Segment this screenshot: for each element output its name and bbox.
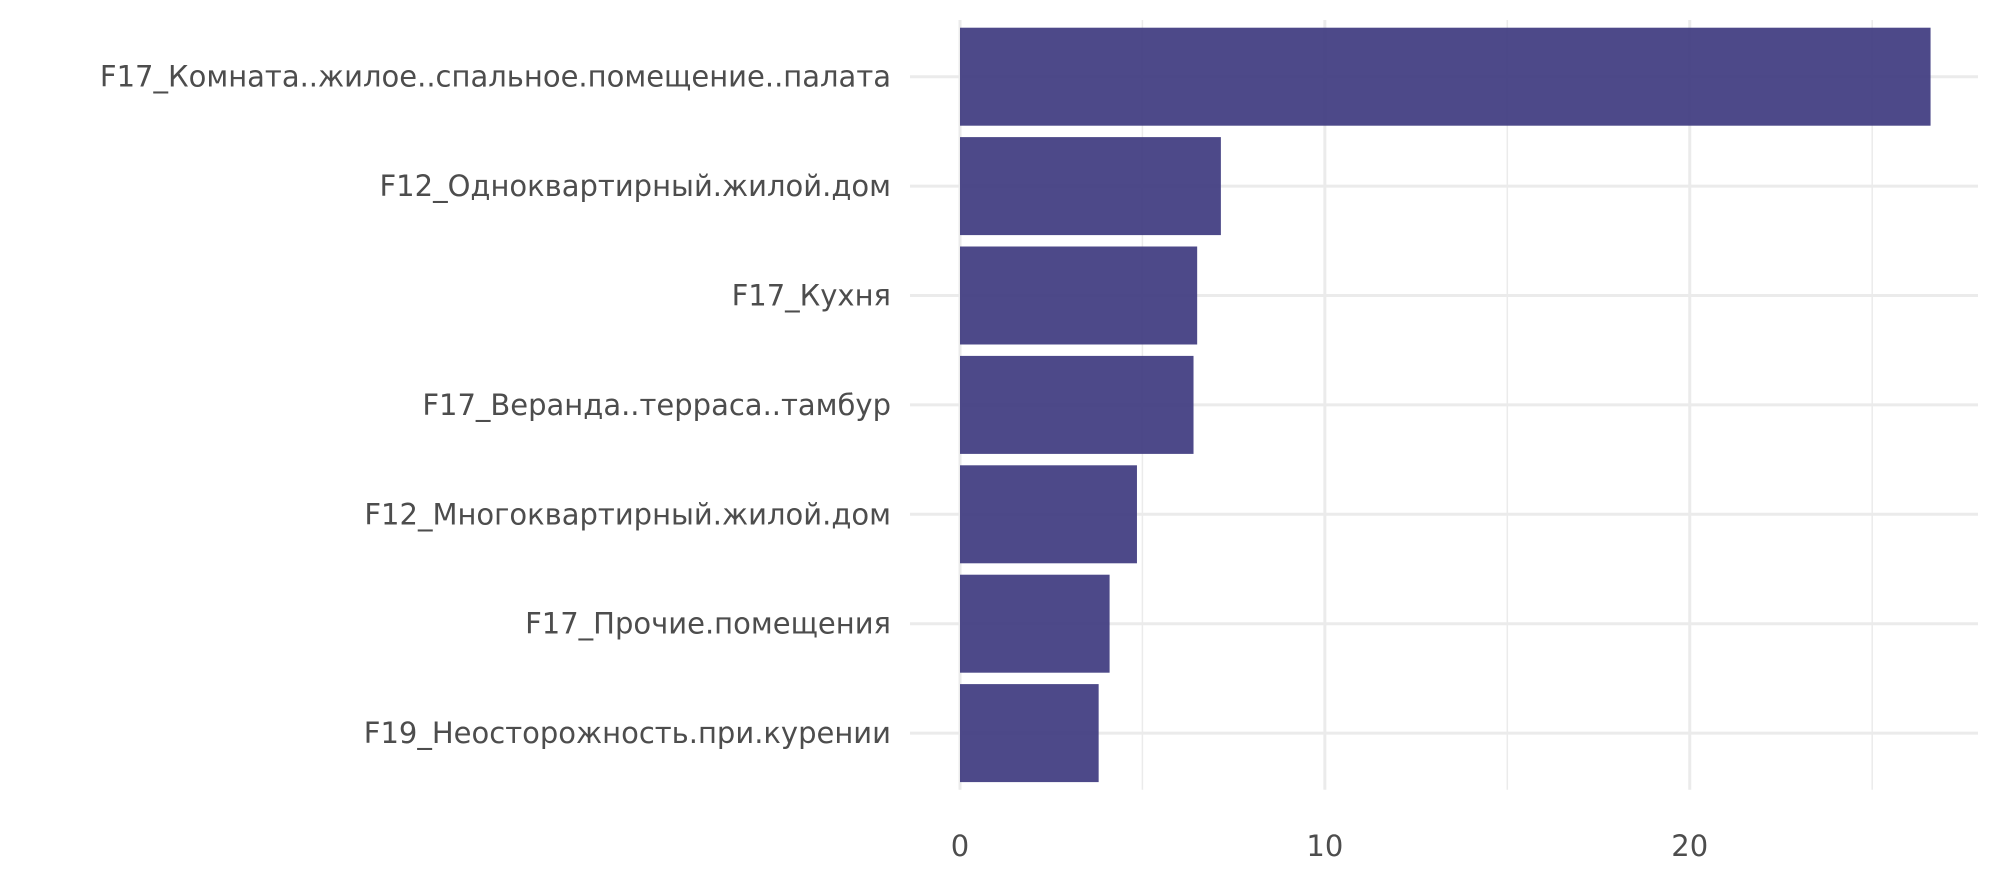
category-label: F19_Неосторожность.при.курении: [364, 716, 891, 750]
x-tick-label: 0: [951, 829, 969, 863]
bar: [960, 355, 1194, 454]
bar: [960, 246, 1198, 345]
x-tick-label: 20: [1671, 829, 1708, 863]
x-tick-label: 10: [1306, 829, 1343, 863]
category-label: F17_Кухня: [732, 279, 891, 313]
category-label: F17_Веранда..терраса..тамбур: [422, 388, 891, 422]
category-label: F17_Комната..жилое..спальное.помещение..…: [100, 60, 891, 94]
bar: [960, 574, 1110, 673]
bar: [960, 465, 1137, 564]
category-label: F12_Многоквартирный.жилой.дом: [364, 497, 891, 531]
bar: [960, 137, 1221, 236]
bar: [960, 684, 1099, 783]
x-axis-ticks: 0 10 20: [951, 829, 1708, 863]
category-label: F12_Одноквартирный.жилой.дом: [379, 169, 891, 203]
category-label: F17_Прочие.помещения: [525, 607, 891, 641]
bar: [960, 27, 1931, 126]
category-labels: F17_Комната..жилое..спальное.помещение..…: [100, 60, 891, 750]
bar-layer: [960, 27, 1931, 783]
